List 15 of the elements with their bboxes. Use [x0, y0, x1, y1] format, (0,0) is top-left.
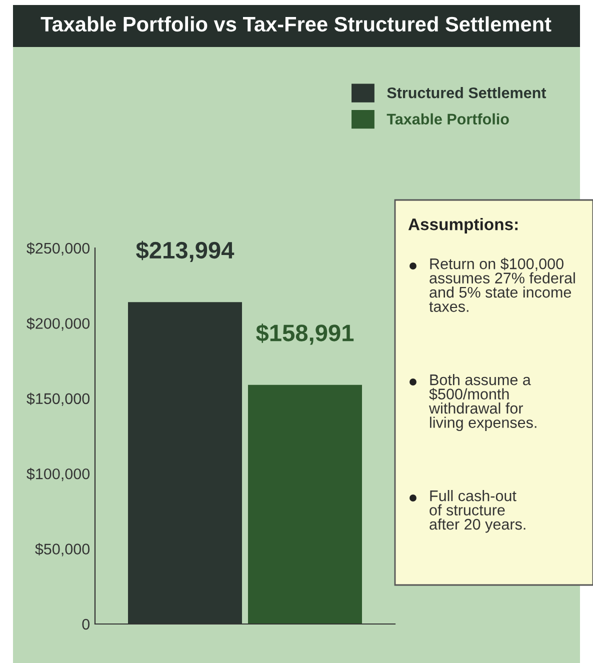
- text: Both assume a $500/month withdrawal for living expenses.: [428, 374, 536, 431]
- y-tick-label: $150,000: [26, 392, 90, 406]
- data-label: $158,991: [256, 324, 354, 345]
- y-tick-label: 0: [82, 618, 90, 630]
- legend-label: Taxable Portfolio: [386, 113, 509, 125]
- data-label: $213,994: [136, 240, 234, 262]
- y-tick-label: $100,000: [26, 468, 90, 482]
- y-tick-label: $250,000: [26, 242, 90, 256]
- text: Return on $100,000 assumes 27% federal and 5% state income taxes.: [429, 258, 575, 312]
- y-tick-label: $200,000: [26, 317, 90, 331]
- legend-label: Structured Settlement: [387, 87, 546, 98]
- y-tick-label: $50,000: [35, 543, 90, 556]
- text: Full cash-out of structure after 20 years.: [430, 490, 526, 533]
- chart-title: Taxable Portfolio vs Tax-Free Structured Settlement: [40, 16, 552, 32]
- text: Assumptions:: [408, 218, 518, 234]
